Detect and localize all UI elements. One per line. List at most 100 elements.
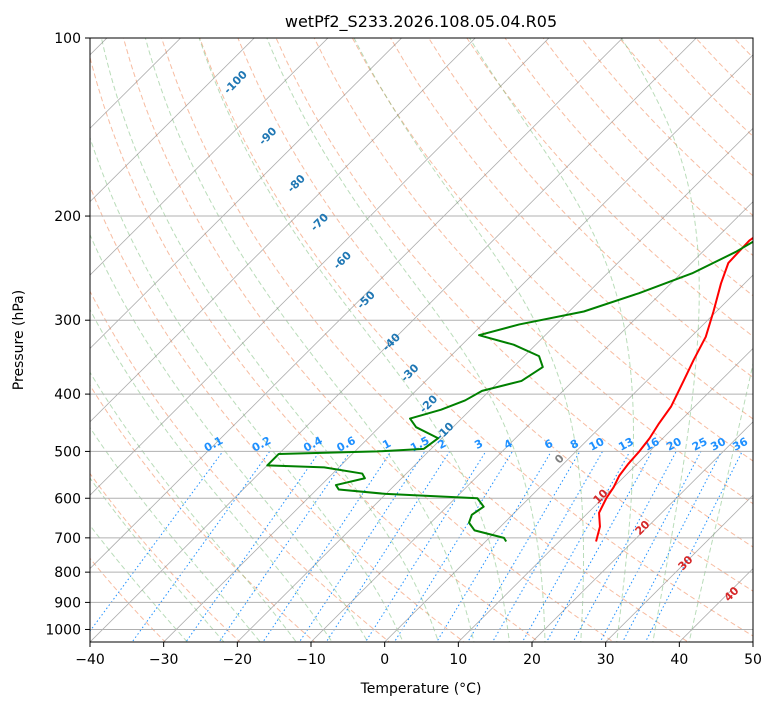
moist-adiabat-line xyxy=(90,136,404,642)
x-tick-label: 50 xyxy=(744,652,762,668)
x-tick-label: −40 xyxy=(75,652,105,668)
isotherm-line xyxy=(90,38,255,203)
dry-adiabat-label: -50 xyxy=(354,288,377,311)
mixing-ratio-line xyxy=(521,451,631,642)
mixing-ratio-label: 16 xyxy=(642,435,662,454)
y-tick-label: 600 xyxy=(54,491,81,507)
mixing-ratio-line xyxy=(467,451,581,642)
moist-adiabat-line xyxy=(688,361,753,642)
y-tick-label: 400 xyxy=(54,387,81,403)
dewpoint-line xyxy=(266,240,753,543)
mixing-ratio-line xyxy=(545,451,653,642)
moist-adiabat-line xyxy=(620,38,700,642)
isotherm-line xyxy=(531,421,753,642)
pressure-grid xyxy=(90,38,753,630)
mixing-ratio-label: 36 xyxy=(730,435,750,454)
dry-adiabat-label: 0 xyxy=(552,451,567,466)
y-tick-label: 100 xyxy=(54,31,81,47)
moist-adiabat-line xyxy=(90,233,369,642)
dry-adiabat-line xyxy=(90,290,391,642)
y-tick-label: 900 xyxy=(54,595,81,611)
dry-adiabat-line xyxy=(90,472,241,642)
isotherm-line xyxy=(90,38,182,129)
moist-adiabat-line xyxy=(198,38,510,642)
y-tick-label: 800 xyxy=(54,565,81,581)
y-tick-label: 1000 xyxy=(45,622,81,638)
dry-adiabat-line xyxy=(237,38,753,592)
mixing-ratio-line xyxy=(491,451,603,642)
mixing-ratio-line xyxy=(644,451,743,642)
mixing-ratio-line xyxy=(436,451,552,642)
dry-adiabat-line xyxy=(733,38,753,59)
dry-adiabat-line xyxy=(275,38,753,548)
isotherm-line xyxy=(752,641,753,642)
isotherm-line xyxy=(90,38,403,349)
mixing-ratio-line xyxy=(131,451,271,642)
dry-adiabat-label: 40 xyxy=(722,584,742,604)
y-tick-label: 200 xyxy=(54,209,81,225)
isotherm-line xyxy=(90,38,697,642)
x-tick-label: 40 xyxy=(670,652,688,668)
dry-adiabat-line xyxy=(199,38,753,637)
moist-adiabat-line xyxy=(469,38,634,642)
y-tick-label: 700 xyxy=(54,531,81,547)
x-tick-label: 0 xyxy=(380,652,389,668)
moist-adiabat-line xyxy=(90,371,297,642)
mixing-ratio-line xyxy=(185,451,321,642)
dry-adiabat-label: -100 xyxy=(221,68,250,97)
x-tick-label: 20 xyxy=(523,652,541,668)
chart-title: wetPf2_S233.2026.108.05.04.R05 xyxy=(285,12,557,32)
isotherm-line xyxy=(0,11,60,654)
mixing-ratio-label: 13 xyxy=(616,435,636,454)
moist-adiabat-line xyxy=(100,38,440,642)
x-axis: −40 −30 −20 −10 0 10 20 30 40 50 xyxy=(75,642,762,668)
temperature-line xyxy=(595,236,753,542)
dry-adiabat-line xyxy=(90,557,166,642)
x-tick-label: −10 xyxy=(296,652,326,668)
isotherm-line xyxy=(163,54,753,642)
isotherm-line xyxy=(90,38,329,276)
dry-adiabat-label: -70 xyxy=(308,211,331,234)
plot-frame xyxy=(89,37,754,643)
dry-adiabat-line xyxy=(504,38,753,297)
mixing-ratio-line xyxy=(262,451,392,642)
isotherm-line xyxy=(605,494,753,642)
mixing-ratio-line xyxy=(325,451,451,642)
x-tick-label: 30 xyxy=(597,652,615,668)
dry-adiabat-line xyxy=(122,38,615,642)
mixing-ratio-line xyxy=(393,451,513,642)
x-tick-label: −30 xyxy=(149,652,179,668)
isotherm-line xyxy=(236,127,753,642)
dry-adiabat-label: -30 xyxy=(398,361,421,384)
mixing-ratio-line xyxy=(218,451,351,642)
y-tick-label: 300 xyxy=(54,313,81,329)
isotherm-line xyxy=(310,201,753,642)
dry-adiabat-line xyxy=(428,38,753,379)
isotherm-line xyxy=(384,274,753,642)
mixing-ratio-line xyxy=(622,451,722,642)
dry-adiabat-line xyxy=(656,38,753,137)
dry-adiabat-line xyxy=(466,38,753,338)
mixing-ratio-label: 30 xyxy=(708,435,728,454)
dry-adiabat-line xyxy=(90,55,540,642)
isotherm-line xyxy=(90,38,476,423)
background-lines xyxy=(0,11,775,654)
dry-adiabat-line xyxy=(746,11,775,654)
mixing-ratio-label: 6 xyxy=(542,437,555,452)
mixing-ratio-line xyxy=(298,451,426,642)
moist-adiabat-line xyxy=(90,308,333,642)
dry-adiabat-line xyxy=(542,38,753,257)
mixing-ratio-label: 25 xyxy=(690,435,710,454)
isotherm-line xyxy=(457,347,753,642)
mixing-ratio-label: 1 xyxy=(380,437,393,452)
moist-adiabat-line xyxy=(90,477,225,642)
dry-adiabat-label: -80 xyxy=(285,172,308,195)
mixing-ratio-label: 20 xyxy=(664,435,684,454)
moist-adiabat-line xyxy=(90,524,188,642)
y-axis-title: Pressure (hPa) xyxy=(11,290,27,390)
isotherm-line xyxy=(90,38,550,496)
y-axis: 100 200 300 400 500 600 700 800 900 1000 xyxy=(45,31,90,638)
moist-adiabat-line xyxy=(144,38,475,642)
x-tick-label: −20 xyxy=(223,652,253,668)
